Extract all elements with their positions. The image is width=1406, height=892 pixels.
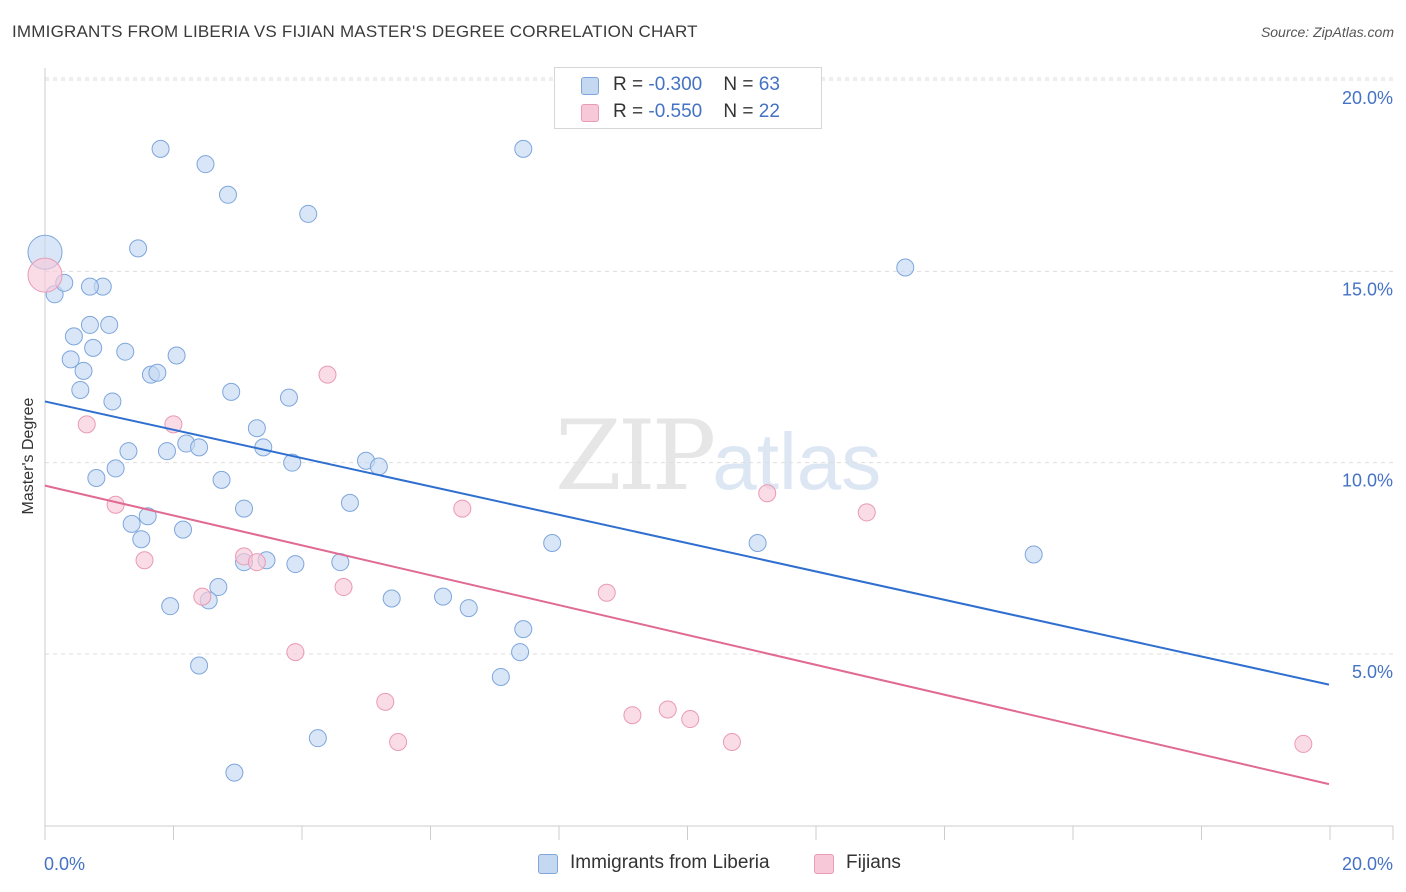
fijian-point <box>318 365 337 384</box>
liberia-point <box>434 587 453 606</box>
liberia-point <box>382 589 401 608</box>
liberia-point <box>116 342 135 361</box>
liberia-point <box>286 555 305 574</box>
liberia-point <box>491 667 510 686</box>
source-credit: Source: ZipAtlas.com <box>1260 24 1394 40</box>
legend-swatch-fijians <box>814 854 834 874</box>
liberia-point <box>167 346 186 365</box>
legend-label-liberia: Immigrants from Liberia <box>570 852 770 873</box>
liberia-point <box>100 315 119 334</box>
fijian-point <box>27 257 63 293</box>
fijian-point <box>597 583 616 602</box>
fijian-point <box>376 692 395 711</box>
liberia-point <box>514 139 533 158</box>
liberia-point <box>1024 545 1043 564</box>
liberia-point <box>340 493 359 512</box>
y-tick-label: 15.0% <box>1342 279 1393 299</box>
legend-swatch-liberia <box>538 854 558 874</box>
fijian-point <box>135 551 154 570</box>
liberia-point <box>71 380 90 399</box>
y-tick-label: 5.0% <box>1352 662 1393 682</box>
fijian-point <box>453 499 472 518</box>
fijian-point <box>389 733 408 752</box>
legend-n-label: N = <box>723 74 759 95</box>
liberia-point <box>119 442 138 461</box>
fijian-point <box>1294 734 1313 753</box>
liberia-point <box>84 338 103 357</box>
fijian-point <box>722 733 741 752</box>
fijian-point <box>193 587 212 606</box>
liberia-point <box>122 514 141 533</box>
fijian-point <box>247 553 266 572</box>
liberia-trend-line <box>44 400 1330 686</box>
liberia-point <box>138 507 157 526</box>
fijian-point <box>857 503 876 522</box>
legend-r-label: R = <box>613 101 649 122</box>
y-tick-label: 20.0% <box>1342 88 1393 108</box>
liberia-point <box>308 729 327 748</box>
legend-swatch-liberia <box>581 77 599 95</box>
liberia-point <box>74 361 93 380</box>
legend-n-value: 63 <box>758 74 780 95</box>
liberia-point <box>279 388 298 407</box>
liberia-point <box>369 457 388 476</box>
liberia-point <box>212 470 231 489</box>
fijian-point <box>286 643 305 662</box>
fijian-point <box>334 578 353 597</box>
liberia-point <box>514 620 533 639</box>
fijian-point <box>623 706 642 725</box>
liberia-point <box>157 442 176 461</box>
liberia-point <box>148 363 167 382</box>
liberia-point <box>209 578 228 597</box>
fijian-point <box>681 710 700 729</box>
legend-r-value: -0.300 <box>648 74 703 95</box>
liberia-point <box>196 155 215 174</box>
liberia-point <box>80 277 99 296</box>
fijian-trend-line <box>44 484 1330 786</box>
liberia-point <box>190 656 209 675</box>
liberia-point <box>61 350 80 369</box>
x-tick-label: 20.0% <box>1342 854 1393 874</box>
correlation-legend: R = -0.300 N = 63 R = -0.550 N = 22 <box>554 67 822 129</box>
liberia-point <box>247 419 266 438</box>
fijian-point <box>758 484 777 503</box>
liberia-point <box>87 468 106 487</box>
liberia-point <box>103 392 122 411</box>
liberia-point <box>132 530 151 549</box>
liberia-point <box>129 239 148 258</box>
liberia-point <box>151 139 170 158</box>
liberia-point <box>896 258 915 277</box>
legend-n-value: 22 <box>758 101 780 122</box>
fijian-point <box>658 700 677 719</box>
liberia-point <box>222 382 241 401</box>
liberia-point <box>190 438 209 457</box>
liberia-point <box>225 763 244 782</box>
fijian-point <box>77 415 96 434</box>
x-tick-label: 0.0% <box>44 854 85 874</box>
liberia-point <box>80 315 99 334</box>
liberia-point <box>106 459 125 478</box>
chart-title: IMMIGRANTS FROM LIBERIA VS FIJIAN MASTER… <box>12 22 698 41</box>
liberia-point <box>459 599 478 618</box>
liberia-point <box>299 204 318 223</box>
legend-r-value: -0.550 <box>648 101 703 122</box>
liberia-point <box>543 534 562 553</box>
legend-label-fijians: Fijians <box>846 852 901 873</box>
liberia-point <box>174 520 193 539</box>
liberia-point <box>235 499 254 518</box>
liberia-point <box>283 453 302 472</box>
fijian-point <box>106 495 125 514</box>
liberia-point <box>161 597 180 616</box>
liberia-point <box>748 534 767 553</box>
liberia-point <box>218 185 237 204</box>
legend-r-label: R = <box>613 74 649 95</box>
legend-swatch-fijians <box>581 104 599 122</box>
y-tick-label: 10.0% <box>1342 471 1393 491</box>
liberia-point <box>64 327 83 346</box>
liberia-point <box>511 643 530 662</box>
legend-n-label: N = <box>723 101 759 122</box>
